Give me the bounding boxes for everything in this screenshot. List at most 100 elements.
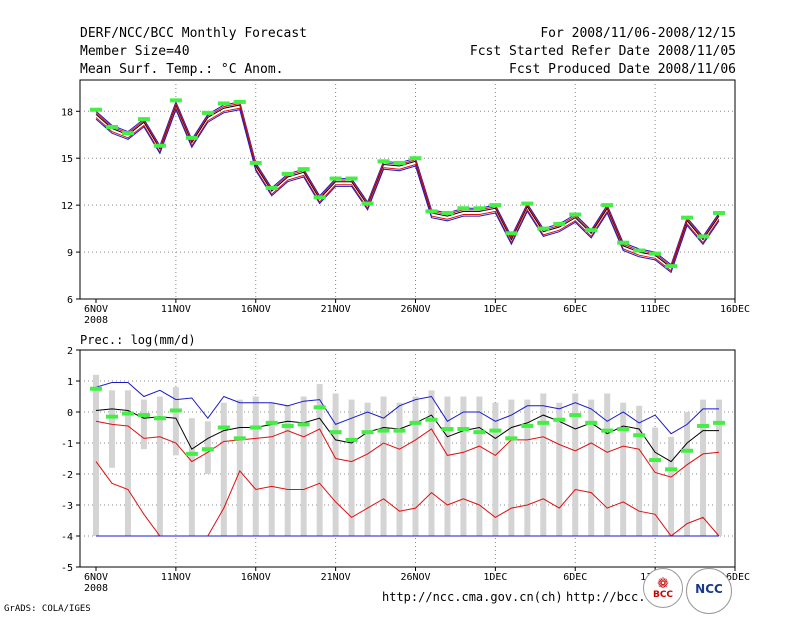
observed-marker — [697, 234, 710, 239]
observed-marker — [153, 416, 166, 421]
x-tick-label: 6NOV — [84, 304, 108, 315]
ensemble-box — [572, 393, 579, 536]
x-tick-label: 21NOV — [321, 572, 351, 583]
x-tick-label: 1DEC — [483, 304, 507, 315]
observed-marker — [473, 430, 486, 435]
observed-marker — [377, 428, 390, 433]
observed-marker — [665, 467, 678, 472]
observed-marker — [521, 423, 534, 428]
observed-marker — [553, 221, 566, 226]
observed-marker — [313, 405, 326, 410]
observed-marker — [505, 436, 518, 441]
ensemble-box — [684, 412, 691, 536]
x-tick-label: 16DEC — [720, 304, 750, 315]
observed-marker — [185, 451, 198, 456]
observed-marker — [409, 420, 422, 425]
ensemble-box — [652, 427, 659, 536]
observed-marker — [489, 203, 502, 208]
x-tick-label: 11DEC — [640, 304, 670, 315]
x-tick-label: 1DEC — [483, 572, 507, 583]
ensemble-box — [93, 374, 99, 536]
observed-marker — [569, 212, 582, 217]
observed-marker — [489, 428, 502, 433]
observed-marker — [297, 422, 310, 427]
observed-marker — [569, 413, 582, 418]
ensemble-box — [604, 393, 611, 536]
ensemble-box — [268, 402, 275, 536]
observed-marker — [617, 240, 630, 245]
ensemble-box — [428, 390, 435, 536]
observed-marker — [697, 423, 710, 428]
observed-marker — [585, 420, 598, 425]
observed-marker — [393, 160, 406, 165]
ensemble-box — [556, 402, 563, 536]
y-tick-label: 12 — [61, 201, 73, 212]
x-tick-label: 26NOV — [400, 572, 430, 583]
plot-frame — [79, 79, 736, 300]
observed-marker — [281, 423, 294, 428]
observed-marker — [361, 430, 374, 435]
x-tick-label: 11NOV — [161, 572, 191, 583]
ensemble-box — [108, 390, 115, 468]
series-line-mean — [95, 408, 719, 463]
observed-marker — [137, 413, 150, 418]
y-tick-label: -4 — [61, 532, 73, 543]
observed-marker — [633, 248, 646, 253]
observed-marker — [361, 201, 374, 206]
bcc-logo-swirl: ❁ — [657, 576, 669, 592]
x-tick-sublabel: 2008 — [84, 583, 108, 594]
x-tick-label: 21NOV — [321, 304, 351, 315]
ensemble-box — [348, 399, 355, 536]
observed-marker — [713, 210, 726, 215]
observed-marker — [649, 251, 662, 256]
grads-credit: GrADS: COLA/IGES — [4, 604, 91, 614]
y-tick-label: 18 — [61, 107, 73, 118]
member-size-label: Member Size=40 — [80, 44, 190, 59]
observed-marker — [537, 226, 550, 231]
ensemble-box — [188, 418, 195, 536]
x-tick-label: 6DEC — [563, 572, 587, 583]
observed-marker — [201, 110, 214, 115]
observed-marker — [90, 107, 102, 112]
observed-marker — [553, 417, 566, 422]
chart-title: DERF/NCC/BCC Monthly Forecast — [80, 26, 307, 41]
observed-marker — [233, 99, 246, 104]
series-line-upper — [95, 100, 720, 266]
observed-marker — [121, 131, 134, 136]
y-tick-label: 0 — [67, 408, 73, 419]
series-line-mean — [95, 103, 720, 269]
observed-marker — [249, 160, 262, 165]
ensemble-box — [412, 396, 419, 536]
ncc-url[interactable]: http://ncc.cma.gov.cn(ch) — [382, 590, 563, 604]
observed-marker — [329, 176, 342, 181]
ensemble-box — [476, 396, 483, 536]
observed-marker — [713, 420, 726, 425]
variable-label: Mean Surf. Temp.: °C Anom. — [80, 62, 284, 77]
observed-marker — [441, 210, 454, 215]
y-tick-label: 9 — [67, 248, 73, 259]
ensemble-box — [220, 402, 227, 536]
y-tick-label: 15 — [61, 154, 73, 165]
observed-marker — [425, 417, 438, 422]
series-line-p33 — [95, 420, 720, 478]
x-tick-label: 11NOV — [161, 304, 191, 315]
observed-marker — [217, 425, 230, 430]
ncc-logo-icon: NCC — [686, 568, 732, 614]
ensemble-box — [380, 396, 387, 536]
observed-marker — [105, 124, 118, 129]
observed-marker — [345, 437, 358, 442]
bcc-url[interactable]: http://bcc. — [566, 590, 646, 604]
ensemble-box — [700, 399, 707, 536]
plot-frame — [79, 349, 736, 568]
observed-marker — [265, 420, 278, 425]
x-tick-sublabel: 2008 — [84, 315, 108, 326]
observed-marker — [265, 185, 278, 190]
observed-marker — [233, 436, 246, 441]
ensemble-box — [300, 396, 307, 536]
x-tick-label: 16NOV — [241, 572, 271, 583]
ensemble-box — [140, 399, 147, 450]
observed-marker — [473, 206, 486, 211]
panel-title: Prec.: log(mm/d) — [80, 333, 196, 347]
refer-date: Fcst Started Refer Date 2008/11/05 — [469, 44, 736, 59]
ensemble-box — [316, 384, 323, 536]
